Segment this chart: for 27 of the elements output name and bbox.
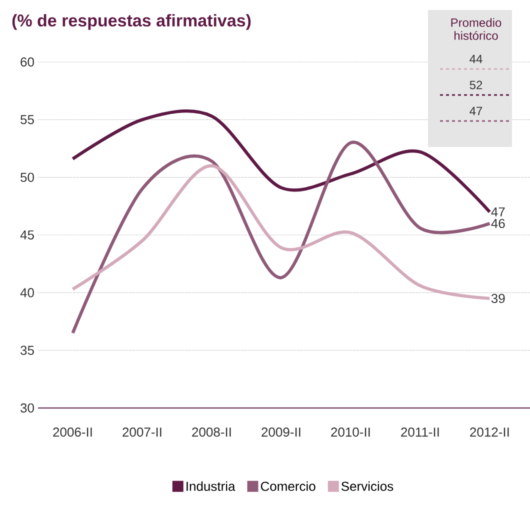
y-tick-label: 45	[20, 230, 34, 240]
x-tick-label: 2010-II	[331, 428, 370, 437]
x-tick-label: 2009-II	[262, 428, 300, 437]
x-tick-label: 2011-II	[401, 428, 439, 437]
x-tick-label: 2007-II	[122, 428, 162, 437]
y-tick-label: 60	[20, 57, 34, 67]
x-tick-label: 2008-II	[192, 428, 231, 437]
legend-label: Comercio	[260, 481, 316, 491]
annotation: 47	[470, 106, 482, 116]
legend-label: Industria	[186, 481, 236, 491]
y-tick-label: 50	[20, 172, 34, 182]
data-label: 47	[491, 207, 505, 216]
x-tick-label: 2006-II	[53, 428, 92, 437]
data-label: 46	[491, 218, 505, 228]
line-series	[71, 141, 492, 335]
annotation: 52	[470, 80, 482, 90]
data-label: 39	[491, 294, 505, 304]
chart-title: (% de respuestas afirmativas)	[12, 14, 251, 30]
y-tick-label: 40	[20, 288, 34, 298]
annotation: 44	[470, 54, 482, 64]
x-tick-label: 2012-II	[470, 428, 509, 437]
text: Promedio histórico	[451, 18, 502, 40]
line-series	[71, 164, 492, 300]
legend-label: Servicios	[341, 481, 394, 491]
y-tick-label: 35	[20, 346, 34, 355]
y-tick-label: 55	[20, 115, 34, 124]
y-tick-label: 30	[20, 403, 34, 413]
